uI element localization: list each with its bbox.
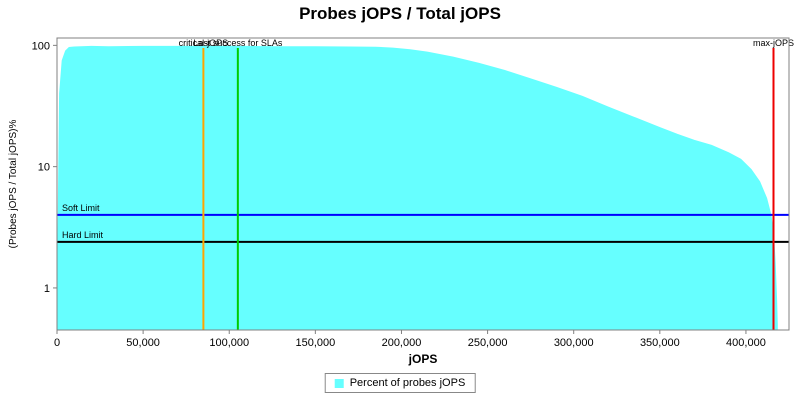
y-tick-label: 10: [38, 162, 50, 174]
marker-label: Last success for SLAs: [193, 38, 283, 48]
x-tick-label: 50,000: [126, 337, 160, 349]
legend: Percent of probes jOPS: [324, 373, 476, 393]
x-tick-label: 200,000: [382, 337, 422, 349]
marker-label: critical-jOPS: [179, 38, 229, 48]
x-tick-label: 250,000: [468, 337, 508, 349]
area-series: [56, 45, 778, 331]
legend-swatch-icon: [334, 378, 344, 388]
x-tick-label: 400,000: [726, 337, 766, 349]
marker-label: max-jOPS: [753, 38, 794, 48]
limit-label: Hard Limit: [62, 230, 104, 240]
legend-label: Percent of probes jOPS: [349, 377, 466, 389]
plot-border: [56, 37, 790, 331]
x-tick-label: 350,000: [640, 337, 680, 349]
y-axis-label: (Probes jOPS / Total jOPS)%: [8, 120, 19, 249]
x-axis-label: jOPS: [408, 352, 438, 366]
x-tick-label: 300,000: [554, 337, 594, 349]
x-tick-label: 150,000: [295, 337, 335, 349]
y-tick-label: 1: [44, 283, 50, 295]
x-tick-label: 100,000: [209, 337, 249, 349]
x-tick-label: 0: [54, 337, 60, 349]
chart-title: Probes jOPS / Total jOPS: [299, 4, 501, 23]
y-tick-label: 100: [32, 40, 50, 52]
limit-label: Soft Limit: [62, 203, 100, 213]
